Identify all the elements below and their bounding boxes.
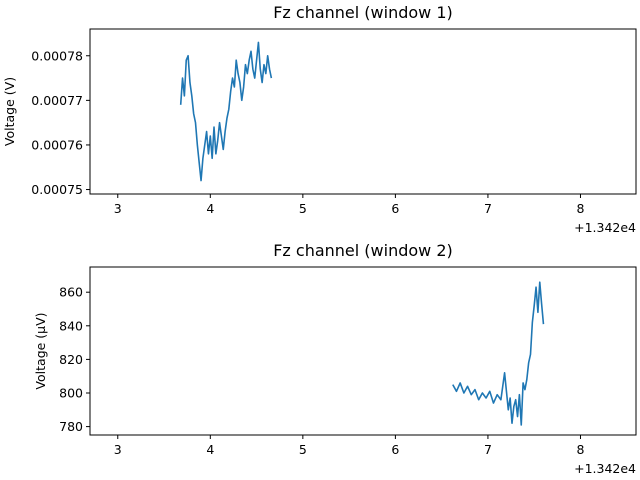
y-tick-label: 0.00077 [31,93,83,108]
x-offset-label: +1.342e4 [574,461,636,476]
y-axis-label: Voltage (V) [2,77,17,146]
x-tick-label: 8 [576,442,584,457]
y-tick-label: 840 [59,318,83,333]
series-line [179,41,273,182]
y-tick-label: 780 [59,419,83,434]
x-tick-label: 4 [206,201,214,216]
x-tick-label: 3 [114,201,122,216]
chart-window-1: 3 4 5 6 7 8 0.00075 0.00076 0.00077 0.00078 Fz cha… [2,3,637,235]
plot-frame [89,28,637,195]
x-offset-label: +1.342e4 [574,220,636,235]
x-tick-label: 6 [391,442,399,457]
x-tick-label: 5 [299,201,307,216]
x-tick-label: 7 [484,442,492,457]
series-line [452,281,545,426]
y-tick-label: 0.00076 [31,137,83,152]
x-tick-label: 7 [484,201,492,216]
y-tick-label: 0.00078 [31,48,83,63]
chart-title: Fz channel (window 1) [273,3,453,22]
chart-window-2: 3 4 5 6 7 8 780 800 820 840 860 Fz channel (window … [33,241,637,476]
plot-frame [89,266,637,436]
x-tick-label: 6 [391,201,399,216]
y-axis-label: Voltage (µV) [33,312,48,389]
x-tick-label: 4 [206,442,214,457]
y-tick-label: 800 [59,386,83,401]
y-tick-label: 820 [59,352,83,367]
x-tick-label: 8 [576,201,584,216]
x-tick-label: 3 [114,442,122,457]
y-tick-label: 0.00075 [31,182,83,197]
chart-title: Fz channel (window 2) [273,241,453,260]
y-tick-label: 860 [59,285,83,300]
x-tick-label: 5 [299,442,307,457]
